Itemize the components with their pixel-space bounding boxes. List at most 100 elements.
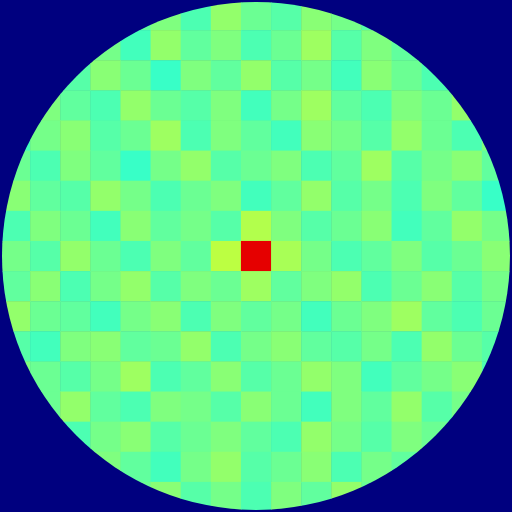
heatmap-cell (120, 271, 151, 302)
heatmap-cell (392, 271, 423, 302)
heatmap-cell (331, 120, 362, 151)
heatmap-cell (452, 211, 483, 242)
heatmap-cell (30, 271, 61, 302)
heatmap-cell (30, 331, 61, 362)
heatmap-cell (151, 0, 182, 31)
heatmap-cell (361, 211, 392, 242)
heatmap-cell (90, 271, 121, 302)
heatmap-cell (30, 392, 61, 423)
heatmap-cell (0, 241, 31, 272)
heatmap-cell (301, 361, 332, 392)
heatmap-cell (392, 151, 423, 182)
heatmap-cell (60, 301, 91, 332)
heatmap-cell (90, 120, 121, 151)
heatmap-cell (181, 241, 212, 272)
heatmap-cell (211, 422, 242, 453)
heatmap-cell (271, 452, 302, 483)
heatmap-cell (181, 90, 212, 121)
heatmap-cell (361, 120, 392, 151)
heatmap-svg (0, 0, 512, 512)
heatmap-cell (331, 422, 362, 453)
heatmap-cell (90, 422, 121, 453)
heatmap-cell (120, 181, 151, 212)
heatmap-cell (181, 482, 212, 512)
heatmap-cell (241, 181, 272, 212)
heatmap-cell (482, 151, 512, 182)
heatmap-cell (331, 241, 362, 272)
heatmap-cell (392, 120, 423, 151)
heatmap-cell (271, 181, 302, 212)
heatmap-cell (30, 241, 61, 272)
heatmap-cell (452, 361, 483, 392)
heatmap-cell (90, 211, 121, 242)
heatmap-cell (211, 60, 242, 91)
heatmap-cell (120, 331, 151, 362)
heatmap-cell (151, 120, 182, 151)
heatmap-cell (271, 60, 302, 91)
heatmap-cell (271, 482, 302, 512)
heatmap-cell (271, 0, 302, 31)
heatmap-cell (211, 301, 242, 332)
heatmap-cell (0, 331, 31, 362)
heatmap-cell (151, 181, 182, 212)
heatmap-cell (331, 211, 362, 242)
heatmap-cell (301, 120, 332, 151)
heatmap-cell (90, 181, 121, 212)
heatmap-cell (331, 271, 362, 302)
heatmap-cell (392, 422, 423, 453)
heatmap-cell (30, 90, 61, 121)
heatmap-cell (120, 422, 151, 453)
heatmap-cell (120, 60, 151, 91)
heatmap-cell (151, 90, 182, 121)
heatmap-cell (271, 301, 302, 332)
heatmap-cell (422, 151, 453, 182)
heatmap-cell (392, 241, 423, 272)
heatmap-cell (482, 331, 512, 362)
heatmap-cell (392, 181, 423, 212)
heatmap-cell (90, 151, 121, 182)
heatmap-cell (392, 211, 423, 242)
heatmap-cell (30, 120, 61, 151)
heatmap-cell (211, 392, 242, 423)
heatmap-cell (301, 30, 332, 61)
heatmap-cell (0, 361, 31, 392)
heatmap-cell (211, 452, 242, 483)
heatmap-cell (120, 241, 151, 272)
heatmap-cell (301, 392, 332, 423)
heatmap-cell (331, 452, 362, 483)
heatmap-cell (422, 331, 453, 362)
heatmap-cell (271, 422, 302, 453)
heatmap-cell (181, 181, 212, 212)
background (0, 0, 512, 512)
heatmap-cell (422, 422, 453, 453)
heatmap-cell (30, 211, 61, 242)
heatmap-cell (361, 452, 392, 483)
heatmap-cell (452, 392, 483, 423)
heatmap-cell (301, 452, 332, 483)
heatmap-cell (361, 301, 392, 332)
heatmap-cell (241, 211, 272, 242)
heatmap-cell (331, 392, 362, 423)
heatmap-cell (151, 361, 182, 392)
heatmap-cell (422, 392, 453, 423)
heatmap-cell (241, 392, 272, 423)
heatmap-cell (392, 331, 423, 362)
heatmap-cell (452, 331, 483, 362)
heatmap-cell (90, 90, 121, 121)
heatmap-cell (151, 422, 182, 453)
heatmap-cell (422, 211, 453, 242)
heatmap-cell (90, 392, 121, 423)
heatmap-cell (392, 392, 423, 423)
heatmap-cell (60, 241, 91, 272)
heatmap-cell (120, 90, 151, 121)
heatmap-cell (181, 151, 212, 182)
heatmap-cell (120, 361, 151, 392)
heatmap-cell (211, 482, 242, 512)
heatmap-cell (120, 120, 151, 151)
heatmap-cell (30, 181, 61, 212)
heatmap-cell (151, 30, 182, 61)
heatmap-cell (120, 392, 151, 423)
heatmap-cell (271, 361, 302, 392)
heatmap-cell (422, 271, 453, 302)
heatmap-cell (331, 90, 362, 121)
